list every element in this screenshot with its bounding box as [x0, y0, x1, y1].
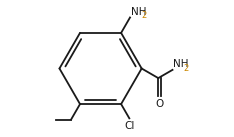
Text: Cl: Cl: [124, 121, 135, 131]
Text: NH: NH: [131, 7, 146, 17]
Text: O: O: [155, 99, 164, 109]
Text: 2: 2: [141, 11, 146, 20]
Text: 2: 2: [183, 64, 189, 73]
Text: NH: NH: [173, 59, 189, 69]
